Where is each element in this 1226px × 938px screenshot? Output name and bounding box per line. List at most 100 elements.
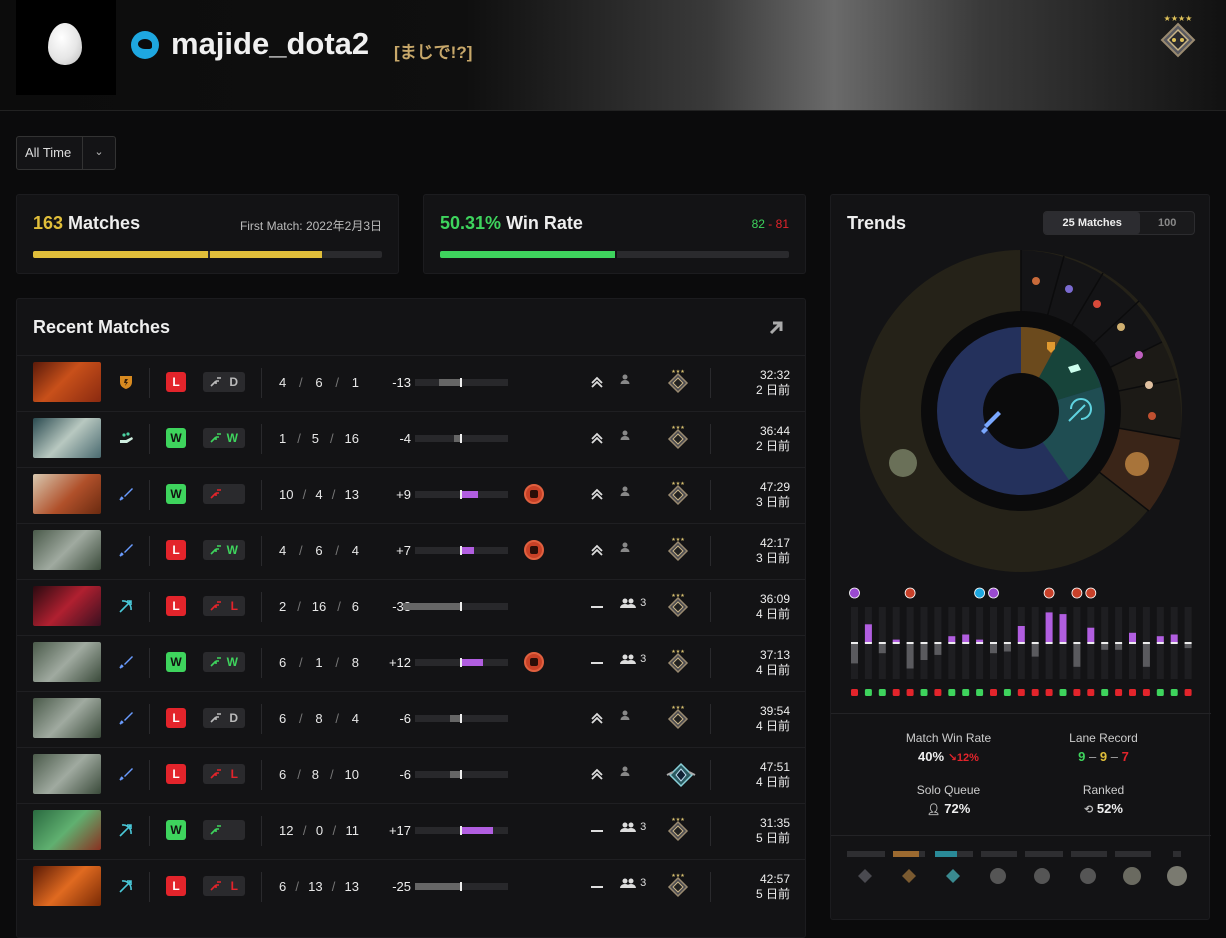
- kills: 4: [279, 543, 287, 558]
- hero-portrait[interactable]: [33, 362, 101, 402]
- divider: [149, 648, 150, 678]
- trend-bar[interactable]: [864, 624, 872, 643]
- award-badge-icon[interactable]: [524, 652, 544, 672]
- result-dot: [878, 689, 886, 696]
- shield-icon: [1047, 342, 1055, 353]
- impact-midline: [460, 882, 462, 891]
- award-badge-icon: [849, 587, 860, 599]
- time-range-value: All Time: [17, 137, 83, 169]
- kills: 6: [279, 879, 287, 894]
- party-icon: [620, 654, 636, 665]
- trend-bar[interactable]: [1115, 643, 1123, 650]
- assists: 6: [351, 599, 359, 614]
- award-badge-icon[interactable]: [524, 540, 544, 560]
- trend-bar[interactable]: [962, 634, 970, 644]
- assists: 4: [351, 711, 359, 726]
- trend-bar-midline: [1017, 642, 1025, 644]
- match-row[interactable]: W W 6/1/8 +12 3 ★★★ 37:13 4 日前: [17, 635, 805, 691]
- time-range-select[interactable]: All Time ⌄: [16, 136, 116, 170]
- trend-bar[interactable]: [1129, 632, 1136, 643]
- deaths: 13: [308, 879, 323, 894]
- trend-bar[interactable]: [1059, 614, 1067, 643]
- hero-portrait[interactable]: [33, 754, 101, 794]
- trend-bar[interactable]: [1073, 643, 1081, 667]
- hero-portrait[interactable]: [33, 474, 101, 514]
- trend-bar[interactable]: [976, 639, 984, 643]
- impact-bar: [415, 714, 508, 723]
- party-count: 3: [640, 877, 647, 889]
- toggle-25-matches[interactable]: 25 Matches: [1044, 212, 1141, 234]
- result-dot: [1059, 689, 1067, 696]
- toggle-100[interactable]: 100: [1158, 217, 1177, 229]
- ranked-icon: [590, 765, 606, 783]
- impact-bar: [415, 434, 508, 443]
- lane-outcome: W: [203, 652, 245, 672]
- trend-bar[interactable]: [1045, 612, 1053, 643]
- trend-bar[interactable]: [1017, 626, 1025, 643]
- match-time: 32:32 2 日前: [756, 368, 790, 398]
- open-arrow-icon[interactable]: [767, 319, 785, 337]
- svg-text:★★★: ★★★: [671, 481, 685, 487]
- impact-midline: [460, 602, 462, 611]
- trend-bar[interactable]: [851, 643, 858, 664]
- lane-draws: 9: [1099, 749, 1108, 764]
- rank-distribution: [847, 851, 1187, 886]
- trend-bar[interactable]: [1142, 643, 1150, 667]
- result-dot: [851, 689, 858, 696]
- trend-bar[interactable]: [1003, 643, 1011, 652]
- match-row[interactable]: L D 6/8/4 -6 ★★★ 39:54 4 日前: [17, 691, 805, 747]
- trend-bar[interactable]: [934, 643, 942, 655]
- lane-outcome: D: [203, 372, 245, 392]
- deaths: 8: [311, 767, 319, 782]
- hero-portrait[interactable]: [33, 586, 101, 626]
- hero-portrait[interactable]: [33, 810, 101, 850]
- trend-bar[interactable]: [948, 636, 956, 643]
- unranked-dash-icon: [591, 662, 603, 664]
- divider: [261, 704, 262, 734]
- hero-portrait[interactable]: [33, 642, 101, 682]
- rating-diff: +9: [396, 487, 411, 502]
- chevron-down-icon[interactable]: ⌄: [94, 146, 104, 158]
- match-row[interactable]: L L 6/8/10 -6 47:51 4 日前: [17, 747, 805, 803]
- trend-bar-midline: [948, 642, 956, 644]
- match-row[interactable]: W 10/4/13 +9 ★★★ 47:29 3 日前: [17, 467, 805, 523]
- hero-portrait[interactable]: [33, 698, 101, 738]
- divider: [710, 872, 711, 902]
- trend-bar[interactable]: [1170, 634, 1178, 644]
- impact-bar-fill: [450, 771, 461, 778]
- trend-bar[interactable]: [1184, 643, 1192, 649]
- match-result-badge: L: [166, 764, 186, 784]
- match-row[interactable]: L L 2/16/6 -33 3 ★★★ 36:09 4 日前: [17, 579, 805, 635]
- trend-bar[interactable]: [1156, 636, 1164, 643]
- svg-text:★★★: ★★★: [671, 817, 685, 823]
- trend-bar[interactable]: [906, 643, 914, 669]
- trend-bar[interactable]: [1031, 643, 1039, 657]
- winrate-value: 50.31%: [440, 213, 502, 233]
- trend-bar[interactable]: [878, 643, 886, 654]
- hero-portrait[interactable]: [33, 418, 101, 458]
- match-age: 4 日前: [755, 775, 790, 789]
- match-row[interactable]: L W 4/6/4 +7 ★★★ 42:17 3 日前: [17, 523, 805, 579]
- match-row[interactable]: W W 1/5/16 -4 ★★★ 36:44 2 日前: [17, 411, 805, 467]
- kda: 6/13/13: [279, 879, 359, 894]
- result-dot: [892, 689, 900, 696]
- match-row[interactable]: W 12/0/11 +17 3 ★★★ 31:35 5 日前: [17, 803, 805, 859]
- hero-portrait[interactable]: [33, 530, 101, 570]
- match-row[interactable]: L L 6/13/13 -25 3 ★★★ 42:57 5 日前: [17, 859, 805, 915]
- result-dot: [1156, 689, 1164, 696]
- assists: 4: [351, 543, 359, 558]
- trend-bar[interactable]: [1087, 627, 1095, 643]
- hero-portrait[interactable]: [33, 866, 101, 906]
- award-badge-icon[interactable]: [524, 484, 544, 504]
- match-duration: 42:17: [759, 536, 790, 550]
- trend-bar[interactable]: [892, 639, 900, 643]
- match-row[interactable]: L D 4/6/1 -13 ★★★ 32:32 2 日前: [17, 355, 805, 411]
- trend-bar-midline: [851, 642, 858, 644]
- trend-bar[interactable]: [920, 643, 928, 660]
- trend-bar[interactable]: [990, 643, 997, 654]
- party-icon: [620, 878, 636, 889]
- ranked-label: Ranked: [1082, 783, 1125, 797]
- result-dot: [948, 689, 956, 696]
- match-age: 5 日前: [755, 831, 790, 845]
- trend-bar[interactable]: [1101, 643, 1109, 650]
